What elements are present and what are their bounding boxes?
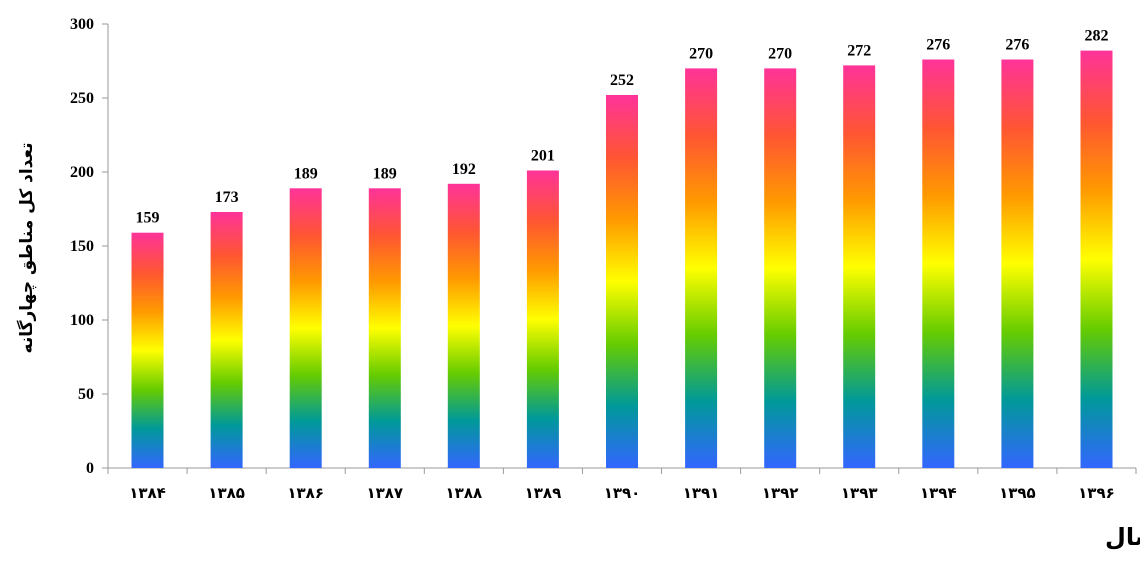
data-label: 189	[294, 165, 318, 182]
x-tick-label: ۱۳۹۵	[999, 484, 1036, 502]
y-tick-label: 250	[70, 90, 94, 107]
bar	[131, 232, 164, 468]
data-label: 201	[531, 148, 555, 165]
bar	[922, 59, 955, 468]
x-tick-label: ۱۳۹۶	[1078, 484, 1115, 502]
x-tick-label: ۱۳۸۷	[366, 484, 403, 502]
x-tick-label: ۱۳۹۲	[762, 484, 799, 502]
x-tick-label: ۱۳۹۴	[920, 484, 957, 502]
y-tick-label: 0	[86, 460, 94, 477]
bar	[1080, 50, 1113, 468]
x-axis-title: سال	[1105, 523, 1140, 551]
bar	[526, 170, 559, 468]
bar	[606, 95, 638, 468]
data-label: 276	[926, 37, 950, 54]
x-tick-label: ۱۳۸۸	[446, 484, 483, 502]
x-tick-label: ۱۳۹۱	[683, 484, 720, 502]
y-axis-title: تعداد کل مناطق چهارگانه	[16, 143, 37, 354]
bar	[289, 188, 322, 469]
x-tick-label: ۱۳۸۶	[287, 484, 324, 502]
y-tick-label: 200	[70, 164, 94, 181]
data-label: 276	[1005, 37, 1029, 54]
bar	[843, 65, 876, 469]
data-label: 270	[689, 45, 713, 62]
bar	[210, 212, 243, 468]
data-label: 270	[768, 45, 792, 62]
x-tick-label: ۱۳۹۳	[841, 484, 878, 502]
y-tick-label: 50	[78, 386, 94, 403]
bar	[447, 183, 480, 469]
data-label: 272	[847, 42, 871, 59]
data-label: 192	[452, 161, 476, 178]
data-label: 252	[610, 72, 634, 89]
y-tick-label: 150	[70, 238, 94, 255]
y-tick-label: 100	[70, 312, 94, 329]
bar	[368, 188, 401, 469]
bar	[764, 68, 797, 469]
bar	[1001, 59, 1034, 468]
data-label: 189	[373, 165, 397, 182]
x-tick-label: ۱۳۸۵	[208, 484, 245, 502]
bars	[131, 50, 1113, 469]
labels: 0 50 100 150 200 250 300 159 ۱۳۸۴ 173 ۱۳۸۵ 189 ۱۳۸۶ 1…	[70, 16, 1115, 502]
x-tick-label: ۱۳۸۹	[525, 484, 562, 502]
bar	[685, 68, 718, 469]
data-label: 282	[1084, 28, 1108, 45]
data-label: 173	[215, 189, 239, 206]
y-tick-label: 300	[70, 16, 94, 33]
x-tick-label: ۱۳۸۴	[129, 484, 166, 502]
data-label: 159	[136, 210, 160, 227]
x-tick-label: ۱۳۹۰	[604, 484, 641, 502]
